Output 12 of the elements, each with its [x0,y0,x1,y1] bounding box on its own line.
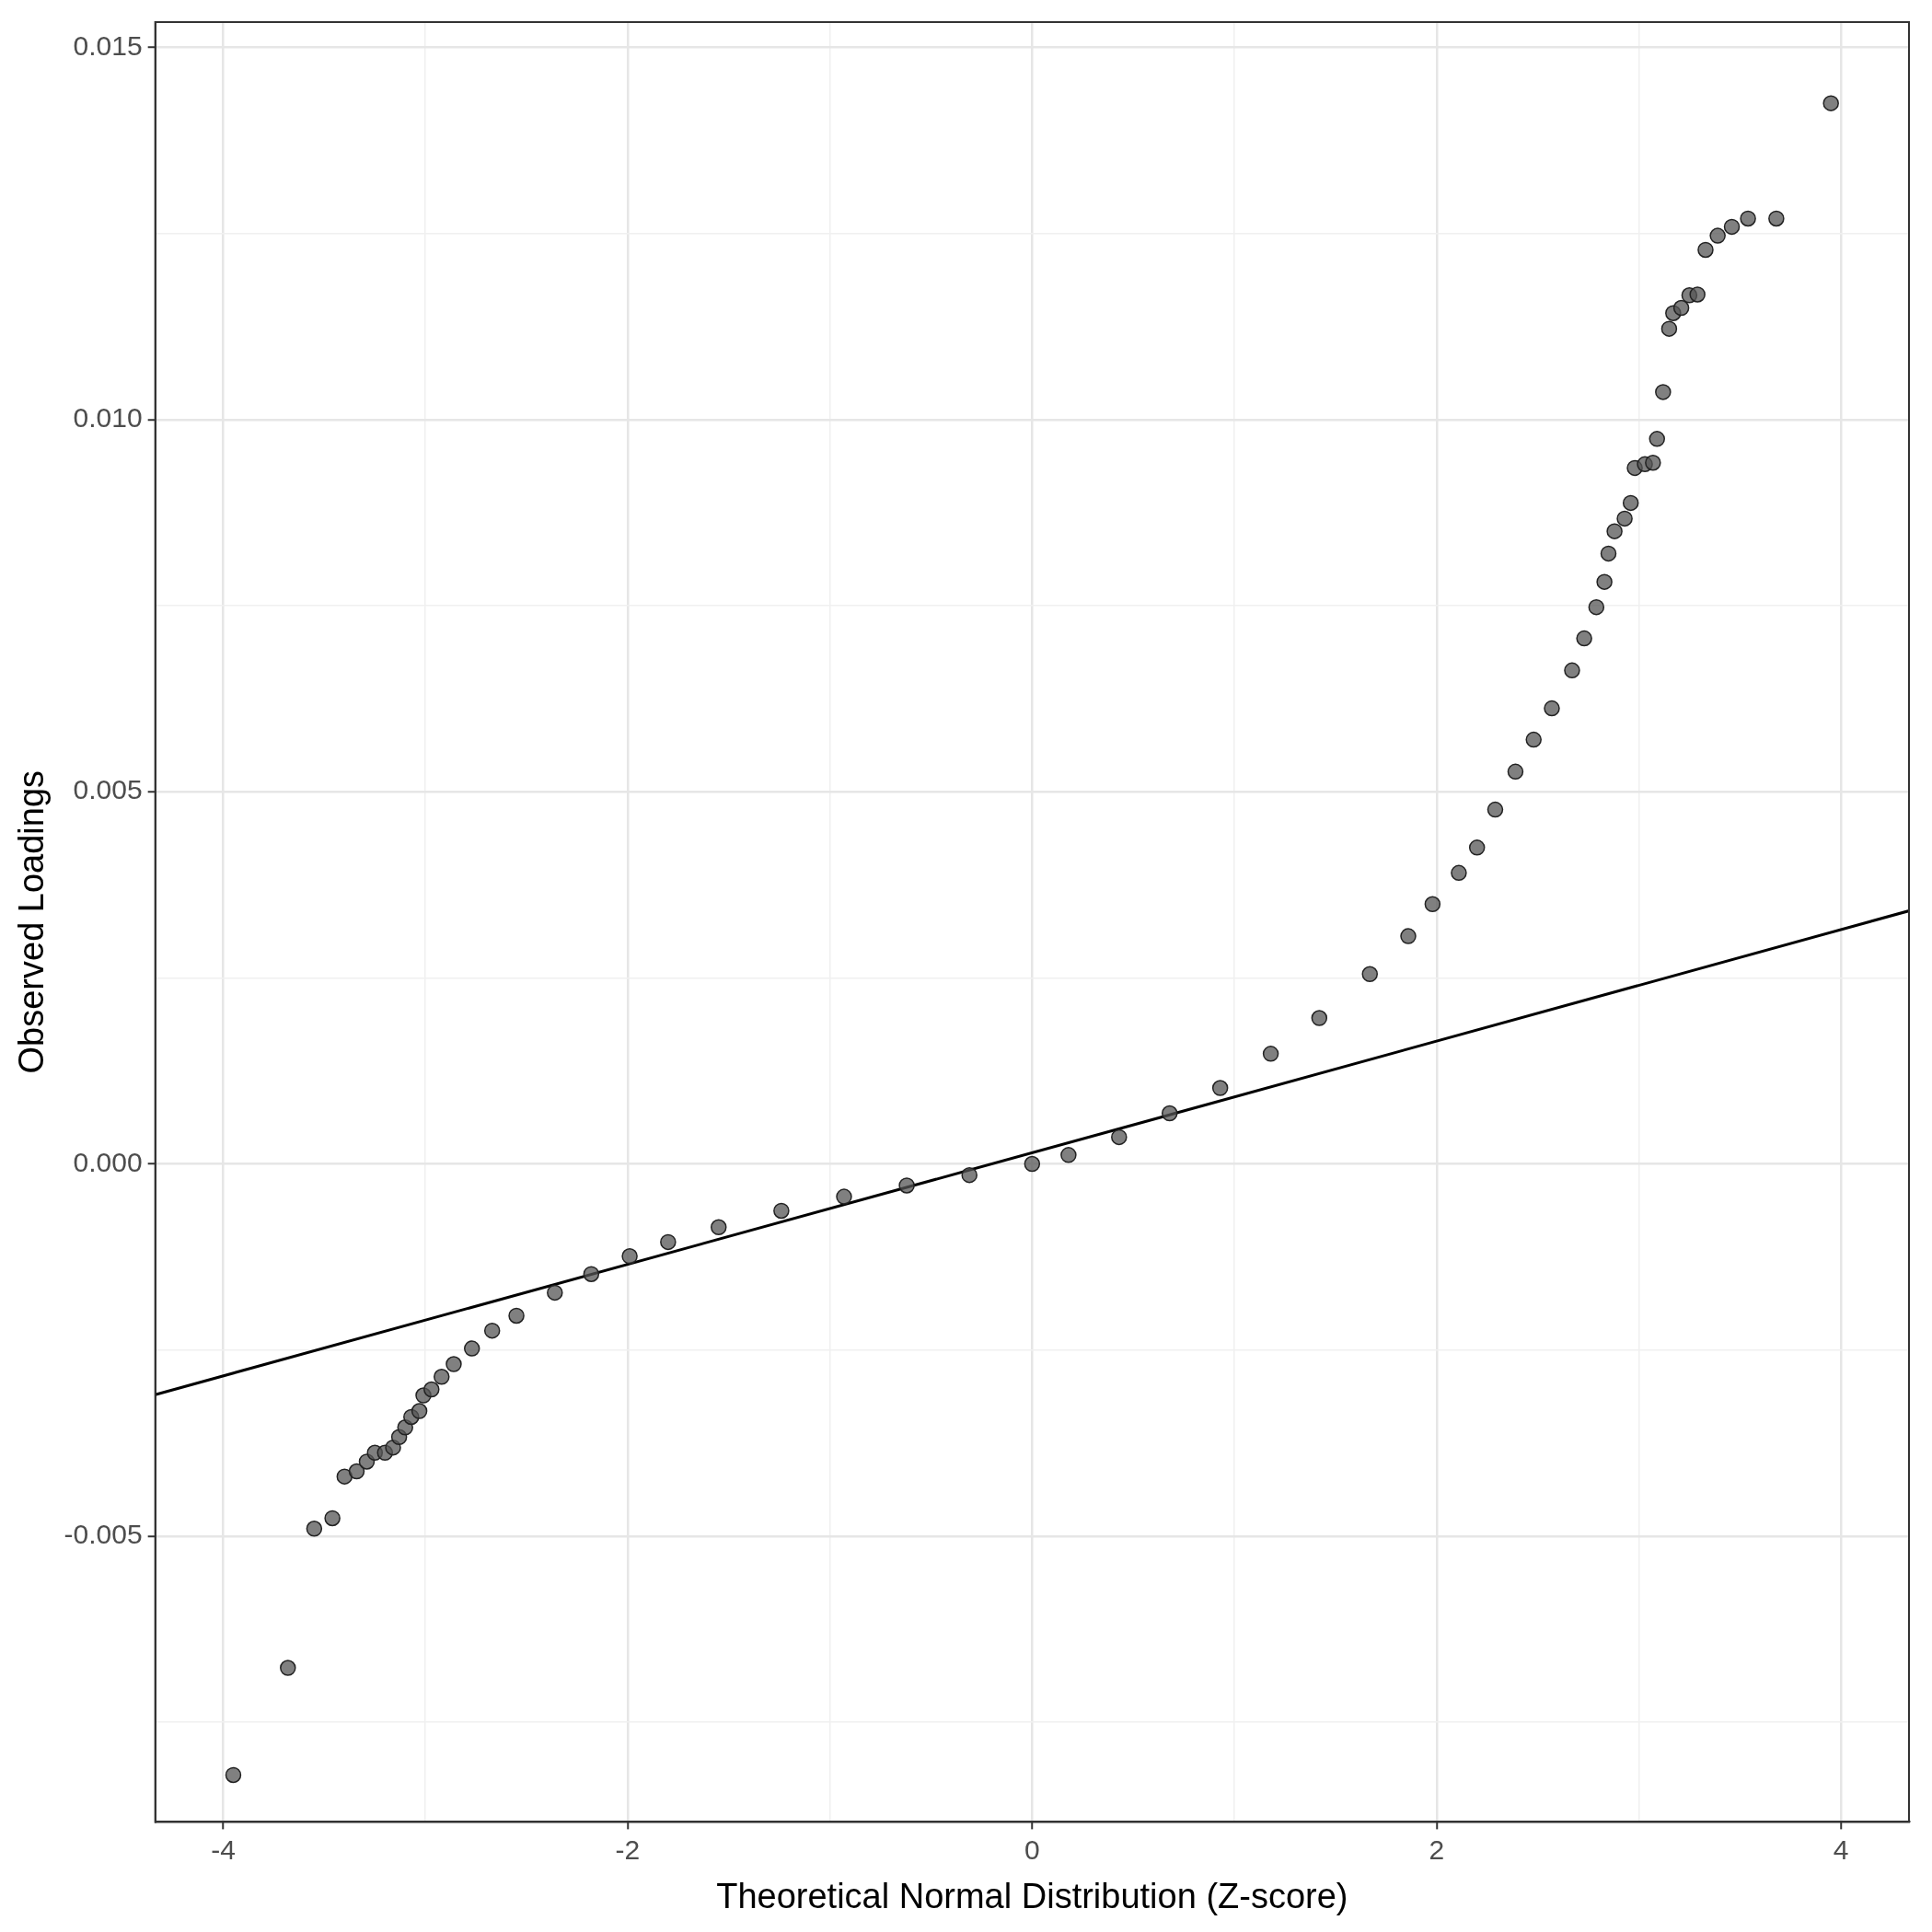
x-axis-title: Theoretical Normal Distribution (Z-score) [716,1876,1348,1915]
x-tick-label: 0 [1024,1834,1040,1865]
x-tick-label: -2 [615,1834,641,1865]
y-tick-label: 0.005 [73,774,143,805]
x-tick-label: 2 [1429,1834,1445,1865]
x-tick-label: -4 [211,1834,236,1865]
y-axis-title: Observed Loadings [12,769,52,1074]
y-tick-label: 0.000 [73,1146,143,1177]
y-tick-label: -0.005 [64,1519,143,1550]
y-tick-label: 0.015 [73,29,143,61]
y-tick-label: 0.010 [73,402,143,434]
x-tick-label: 4 [1833,1834,1849,1865]
